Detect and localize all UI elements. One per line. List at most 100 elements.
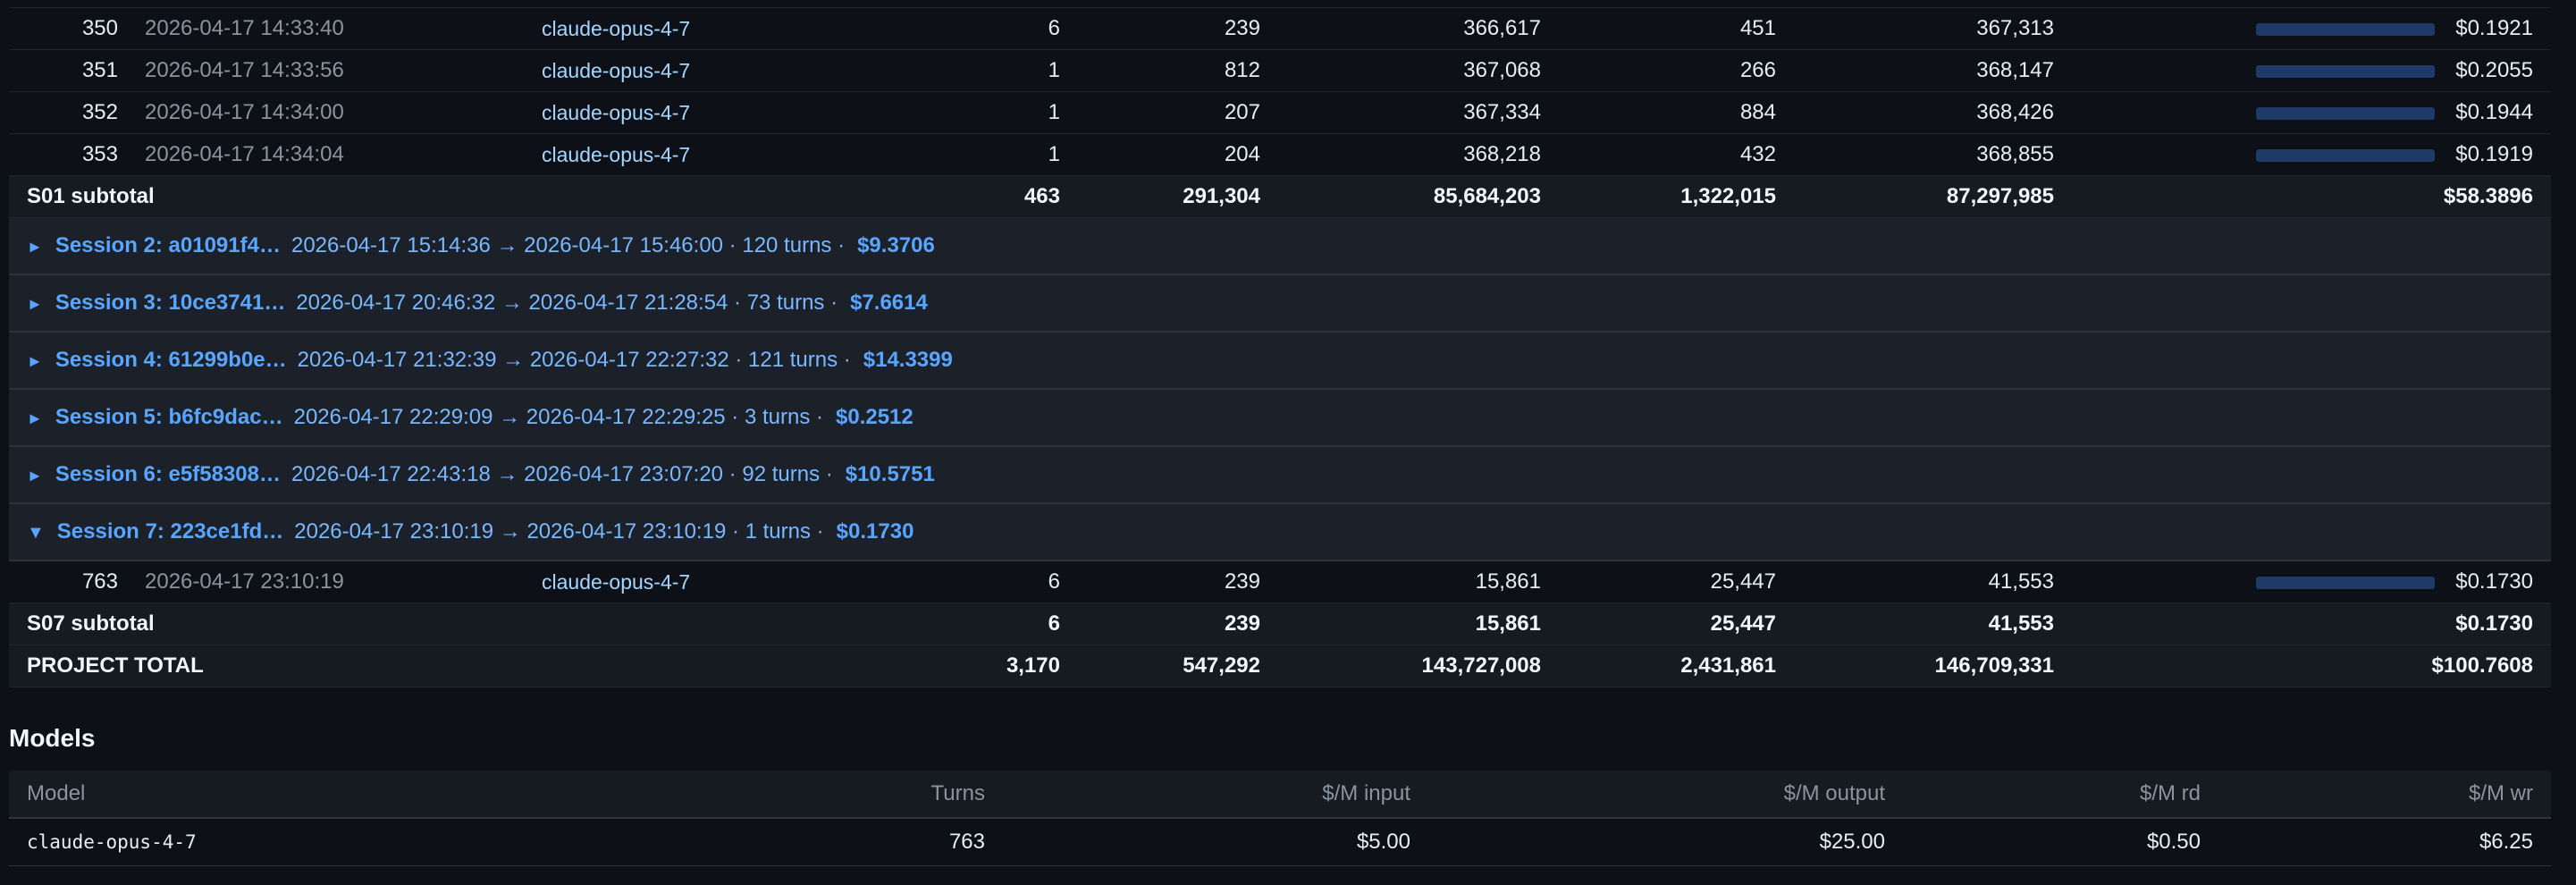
table-row: 350 2026-04-17 14:33:40 claude-opus-4-7 …: [9, 7, 2551, 50]
model-name: claude-opus-4-7: [542, 570, 691, 594]
output-tokens: 812: [1224, 58, 1260, 82]
cost-bar: [2256, 577, 2435, 589]
column-header-read-price: $/M rd: [2139, 781, 2201, 805]
input-tokens: 6: [1048, 16, 1060, 40]
session-cost: $14.3399: [863, 348, 953, 372]
output-tokens: 207: [1224, 100, 1260, 124]
cache-write-tokens: 884: [1739, 100, 1776, 124]
session-meta: 2026-04-17 15:14:36 → 2026-04-17 15:46:0…: [290, 233, 846, 257]
session-meta: 2026-04-17 22:29:09 → 2026-04-17 22:29:2…: [293, 405, 823, 429]
session-name: Session 5: b6fc9dac…: [55, 405, 283, 429]
project-total-row: PROJECT TOTAL 3,170 547,292 143,727,008 …: [9, 645, 2551, 687]
input-tokens: 3,170: [1006, 653, 1060, 678]
total-label: PROJECT TOTAL: [27, 653, 204, 678]
session-header-7[interactable]: ▼ Session 7: 223ce1fd… 2026-04-17 23:10:19…: [9, 504, 2551, 561]
session-subtotal-row: S07 subtotal 6 239 15,861 25,447 41,553 …: [9, 603, 2551, 645]
models-table-header: Model Turns $/M input $/M output $/M rd …: [9, 771, 2551, 819]
model-name: claude-opus-4-7: [542, 143, 691, 166]
cache-read-tokens: 85,684,203: [1433, 184, 1541, 208]
model-turns: 763: [948, 830, 985, 854]
table-row: 351 2026-04-17 14:33:56 claude-opus-4-7 …: [9, 50, 2551, 92]
models-table: Model Turns $/M input $/M output $/M rd …: [9, 771, 2551, 866]
expand-triangle-icon: ►: [27, 352, 43, 370]
models-section-title: Models: [9, 724, 96, 752]
model-name: claude-opus-4-7: [542, 101, 691, 124]
session-header-5[interactable]: ► Session 5: b6fc9dac… 2026-04-17 22:29:09…: [9, 390, 2551, 447]
output-tokens: 204: [1224, 142, 1260, 166]
output-tokens: 547,292: [1183, 653, 1260, 678]
expand-triangle-icon: ►: [27, 467, 43, 485]
turn-number: 763: [81, 569, 118, 594]
models-table-row: claude-opus-4-7 763 $5.00 $25.00 $0.50 $…: [9, 819, 2551, 866]
cost-bar: [2256, 149, 2435, 162]
session-meta: 2026-04-17 21:32:39 → 2026-04-17 22:27:3…: [297, 348, 851, 372]
column-header-output-price: $/M output: [1783, 781, 1885, 805]
session-cost: $0.2512: [836, 405, 913, 429]
output-tokens: 239: [1224, 569, 1260, 594]
session-name: Session 6: e5f58308…: [55, 462, 281, 486]
cache-read-tokens: 366,617: [1463, 16, 1541, 40]
cost-bar: [2256, 65, 2435, 78]
cache-write-tokens: 25,447: [1710, 611, 1776, 636]
cost-value: $100.7608: [2431, 653, 2533, 678]
input-tokens: 6: [1048, 569, 1060, 594]
collapse-triangle-icon: ▼: [27, 523, 45, 543]
cost-value: $0.2055: [2455, 58, 2533, 82]
column-header-turns: Turns: [930, 781, 985, 805]
session-subtotal-row: S01 subtotal 463 291,304 85,684,203 1,32…: [9, 176, 2551, 218]
cache-write-tokens: 432: [1739, 142, 1776, 166]
cost-bar: [2256, 107, 2435, 120]
session-header-3[interactable]: ► Session 3: 10ce3741… 2026-04-17 20:46:32…: [9, 275, 2551, 333]
cache-read-tokens: 367,068: [1463, 58, 1541, 82]
table-row: 352 2026-04-17 14:34:00 claude-opus-4-7 …: [9, 92, 2551, 134]
column-header-model: Model: [27, 781, 86, 805]
session-name: Session 3: 10ce3741…: [55, 291, 286, 315]
timestamp: 2026-04-17 23:10:19: [145, 569, 344, 594]
turn-number: 350: [81, 16, 118, 40]
cost-value: $0.1921: [2455, 16, 2533, 40]
model-input-price: $5.00: [1356, 830, 1410, 854]
total-tokens: 41,553: [1988, 569, 2054, 594]
model-name: claude-opus-4-7: [542, 59, 691, 82]
session-header-2[interactable]: ► Session 2: a01091f4… 2026-04-17 15:14:36…: [9, 218, 2551, 275]
session-header-6[interactable]: ► Session 6: e5f58308… 2026-04-17 22:43:18…: [9, 447, 2551, 504]
cache-write-tokens: 2,431,861: [1680, 653, 1776, 678]
total-tokens: 87,297,985: [1946, 184, 2054, 208]
usage-table: 350 2026-04-17 14:33:40 claude-opus-4-7 …: [9, 0, 2551, 687]
session-cost: $10.5751: [845, 462, 935, 486]
model-output-price: $25.00: [1819, 830, 1885, 854]
output-tokens: 291,304: [1183, 184, 1260, 208]
total-tokens: 368,147: [1976, 58, 2054, 82]
timestamp: 2026-04-17 14:33:40: [145, 16, 344, 40]
session-header-4[interactable]: ► Session 4: 61299b0e… 2026-04-17 21:32:39…: [9, 333, 2551, 390]
expand-triangle-icon: ►: [27, 295, 43, 313]
cache-write-tokens: 1,322,015: [1680, 184, 1776, 208]
total-tokens: 41,553: [1988, 611, 2054, 636]
cost-value: $0.1730: [2455, 611, 2533, 636]
model-name: claude-opus-4-7: [27, 831, 197, 853]
table-row: 763 2026-04-17 23:10:19 claude-opus-4-7 …: [9, 561, 2551, 603]
cache-write-tokens: 266: [1739, 58, 1776, 82]
session-cost: $7.6614: [850, 291, 928, 315]
output-tokens: 239: [1224, 16, 1260, 40]
session-meta: 2026-04-17 23:10:19 → 2026-04-17 23:10:1…: [294, 519, 824, 544]
input-tokens: 1: [1048, 142, 1060, 166]
cache-read-tokens: 143,727,008: [1421, 653, 1541, 678]
cache-write-tokens: 25,447: [1710, 569, 1776, 594]
session-name: Session 2: a01091f4…: [55, 233, 281, 257]
timestamp: 2026-04-17 14:34:04: [145, 142, 344, 166]
cache-write-tokens: 451: [1739, 16, 1776, 40]
total-tokens: 146,709,331: [1934, 653, 2054, 678]
cost-value: $0.1944: [2455, 100, 2533, 124]
expand-triangle-icon: ►: [27, 409, 43, 427]
total-tokens: 367,313: [1976, 16, 2054, 40]
cost-bar: [2256, 23, 2435, 36]
model-write-price: $6.25: [2479, 830, 2533, 854]
input-tokens: 1: [1048, 58, 1060, 82]
cache-read-tokens: 15,861: [1475, 569, 1541, 594]
total-tokens: 368,855: [1976, 142, 2054, 166]
timestamp: 2026-04-17 14:33:56: [145, 58, 344, 82]
subtotal-label: S01 subtotal: [27, 184, 155, 208]
expand-triangle-icon: ►: [27, 238, 43, 256]
turn-number: 352: [81, 100, 118, 124]
